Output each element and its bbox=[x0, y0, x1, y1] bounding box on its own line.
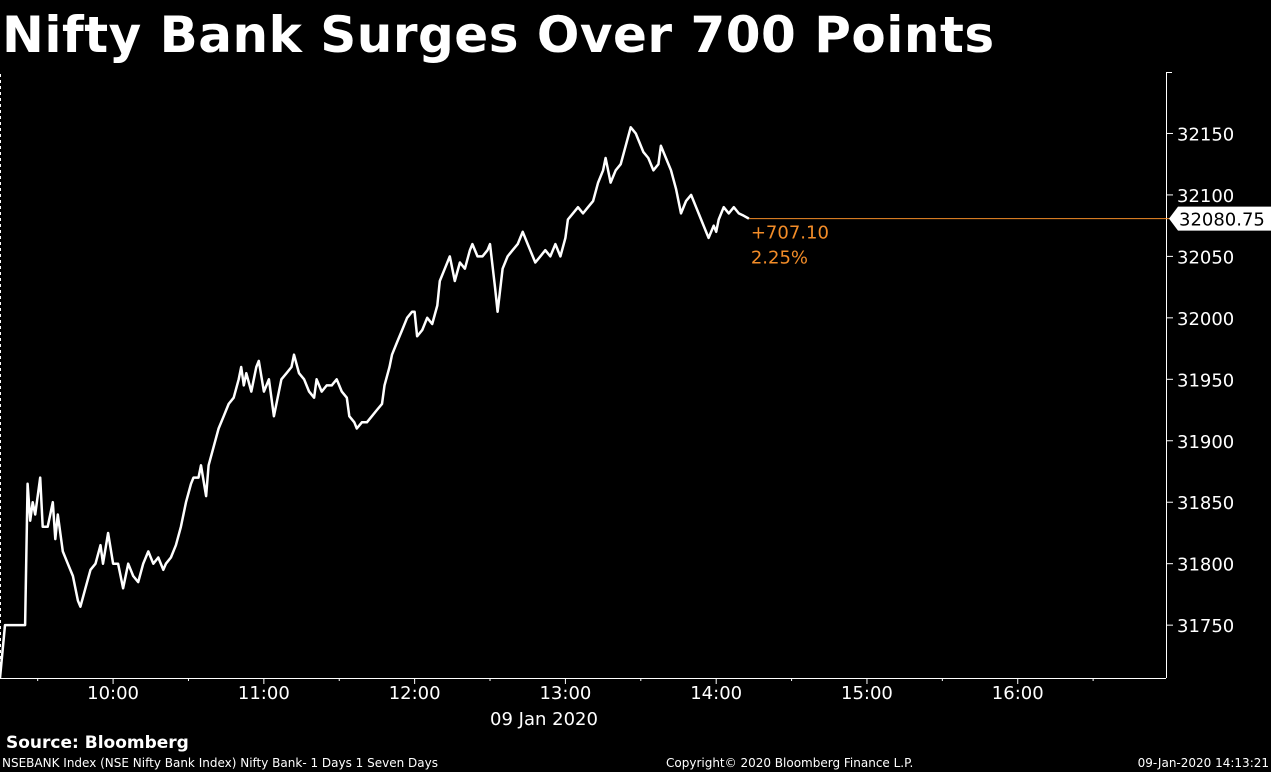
source-label: Source: Bloomberg bbox=[6, 733, 189, 753]
x-tick-label: 13:00 bbox=[539, 683, 591, 704]
change-percent-label: 2.25% bbox=[751, 248, 808, 269]
x-tick-label: 14:00 bbox=[690, 683, 742, 704]
x-tick-label: 12:00 bbox=[389, 683, 441, 704]
change-label: +707.10 bbox=[751, 223, 829, 244]
x-tick-label: 16:00 bbox=[992, 683, 1044, 704]
y-tick-label: 31950 bbox=[1177, 370, 1234, 391]
y-tick-label: 32000 bbox=[1177, 309, 1234, 330]
y-tick-label: 32150 bbox=[1177, 124, 1234, 145]
x-axis-ticks: 10:00 11:00 12:00 13:00 14:00 15:00 16:00 bbox=[37, 678, 1094, 704]
footer-timestamp: 09-Jan-2020 14:13:21 bbox=[1137, 756, 1269, 770]
last-value-badge: 32080.75 bbox=[1169, 206, 1271, 231]
page-title: Nifty Bank Surges Over 700 Points bbox=[2, 6, 995, 64]
y-tick-label: 32050 bbox=[1177, 247, 1234, 268]
footer-copyright: Copyright© 2020 Bloomberg Finance L.P. bbox=[666, 756, 914, 770]
y-axis-ticks: 31750 31800 31850 31900 31950 32000 32050 32100… bbox=[1166, 124, 1234, 637]
footer-description: NSEBANK Index (NSE Nifty Bank Index) Nif… bbox=[2, 756, 438, 770]
y-tick-label: 31850 bbox=[1177, 493, 1234, 514]
y-tick-label: 31800 bbox=[1177, 555, 1234, 576]
last-value-label: 32080.75 bbox=[1179, 210, 1265, 231]
y-tick-label: 31900 bbox=[1177, 432, 1234, 453]
x-tick-label: 10:00 bbox=[87, 683, 139, 704]
x-tick-label: 15:00 bbox=[841, 683, 893, 704]
x-tick-label: 11:00 bbox=[238, 683, 290, 704]
x-axis-date-label: 09 Jan 2020 bbox=[490, 709, 598, 730]
y-tick-label: 31750 bbox=[1177, 616, 1234, 637]
last-value-badge-shape bbox=[1169, 206, 1271, 231]
series-line bbox=[0, 126, 750, 679]
y-tick-label: 32100 bbox=[1177, 186, 1234, 207]
